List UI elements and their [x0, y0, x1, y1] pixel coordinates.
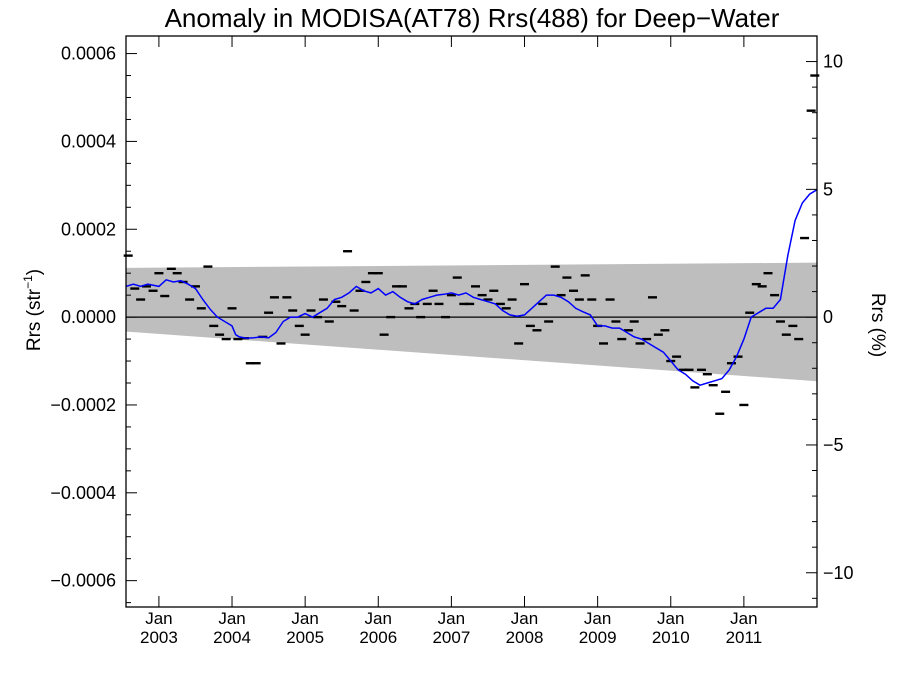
trend-line	[125, 189, 818, 387]
y-right-tick-label: 5	[823, 179, 833, 199]
x-tick-label-month: Jan	[730, 609, 757, 628]
x-tick-label-year: 2008	[506, 628, 544, 647]
x-tick-label-year: 2009	[579, 628, 617, 647]
y-axis-right-label: Rrs (%)	[867, 293, 888, 357]
plot-area: 0.0006 0.0004 0.0002 0.0000 −0.0002 −0.0004 −0…	[50, 35, 854, 647]
x-tick-label-month: Jan	[291, 609, 318, 628]
y-right-tick-label: 10	[823, 52, 843, 72]
y-left-tick-label: −0.0006	[50, 571, 116, 591]
x-tick-label-year: 2010	[652, 628, 690, 647]
y-axis-left-label: Rrs (str−1)	[21, 269, 45, 351]
y-left-tick-label: −0.0002	[50, 395, 116, 415]
x-tick-label-month: Jan	[584, 609, 611, 628]
y-axis-left-label-exponent: −1	[21, 275, 35, 289]
x-tick-label-year: 2005	[286, 628, 324, 647]
y-left-tick-label: 0.0006	[61, 44, 116, 64]
y-axis-left-label-close: )	[24, 269, 45, 275]
y-axis-left-label-main: Rrs (str	[24, 288, 45, 351]
y-right-tick-label: −10	[823, 563, 854, 583]
x-tick-label-month: Jan	[511, 609, 538, 628]
y-left-tick-label: 0.0002	[61, 219, 116, 239]
y-left-tick-label: 0.0004	[61, 131, 116, 151]
uncertainty-band	[126, 262, 817, 382]
plot-frame	[125, 35, 818, 608]
x-tick-label-month: Jan	[218, 609, 245, 628]
chart-title: Anomaly in MODISA(AT78) Rrs(488) for Dee…	[165, 3, 780, 33]
y-right-tick-label: 0	[823, 307, 833, 327]
y-left-tick-label: −0.0004	[50, 483, 116, 503]
x-tick-label-month: Jan	[438, 609, 465, 628]
x-tick-label-year: 2011	[726, 628, 763, 647]
x-tick-label-month: Jan	[657, 609, 684, 628]
x-tick-label-month: Jan	[145, 609, 172, 628]
x-tick-label-year: 2004	[213, 628, 251, 647]
x-tick-label-month: Jan	[365, 609, 392, 628]
x-tick-label-year: 2003	[140, 628, 178, 647]
x-tick-label-year: 2006	[359, 628, 397, 647]
y-right-tick-label: −5	[823, 435, 844, 455]
y-left-tick-label: 0.0000	[61, 307, 116, 327]
x-tick-label-year: 2007	[432, 628, 470, 647]
